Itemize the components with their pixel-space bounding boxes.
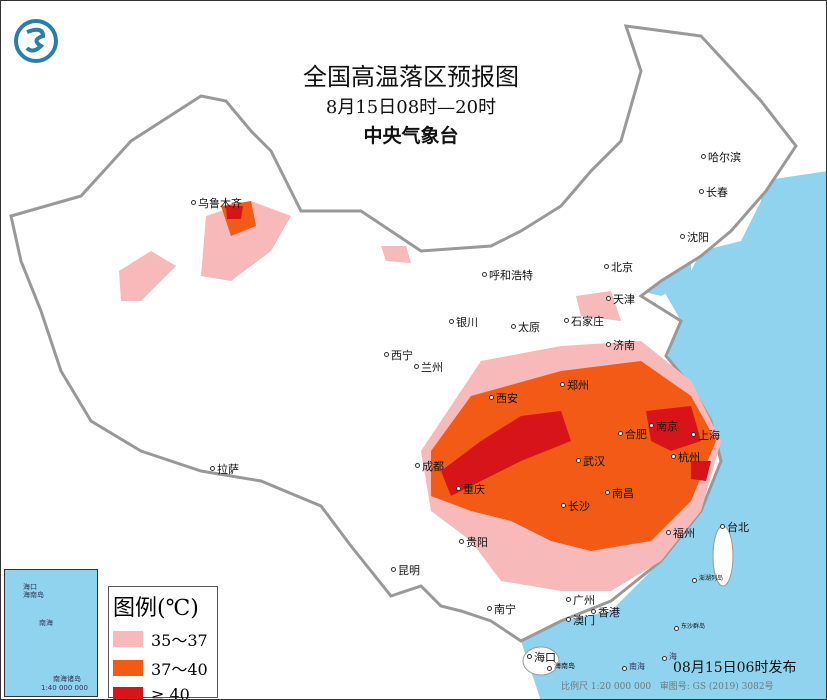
city-label: 长沙: [561, 500, 590, 513]
city-label: 太原: [511, 321, 540, 334]
city-label: 哈尔滨: [701, 151, 741, 164]
city-label: 成都: [415, 460, 444, 473]
city-label: 北京: [604, 261, 633, 274]
inset-scale: 1:40 000 000: [41, 684, 88, 692]
city-label: 南昌: [605, 487, 634, 500]
city-label: 海口: [527, 651, 556, 664]
legend-item-37-40: 37～40: [113, 656, 217, 680]
issued-time: 08月15日06时发布: [673, 660, 797, 676]
south-china-sea-inset: 南海 海口 海南岛 南海诸岛 1:40 000 000: [4, 569, 98, 697]
city-label: 西宁: [384, 349, 413, 362]
inset-islands: 南海诸岛: [53, 675, 81, 683]
city-label: 福州: [666, 527, 695, 540]
city-label: 沈阳: [680, 231, 709, 244]
city-label: 兰州: [414, 361, 443, 374]
cma-logo-icon: [14, 19, 58, 63]
sea-label-south-2: 海: [662, 652, 677, 661]
city-label: 重庆: [456, 483, 485, 496]
city-label: 香港: [591, 606, 620, 619]
city-label: 银川: [449, 316, 478, 329]
city-label: 乌鲁木齐: [191, 197, 242, 210]
agency-name: 中央气象台: [363, 125, 459, 147]
city-label: 南宁: [487, 603, 516, 616]
map-title: 全国高温落区预报图: [303, 63, 519, 91]
sea-label-dongsha: 东沙群岛: [673, 623, 706, 631]
city-label: 郑州: [560, 379, 589, 392]
sea-label-south: 南海: [622, 662, 645, 671]
city-label: 上海: [691, 429, 720, 442]
city-label: 广州: [566, 594, 595, 607]
sea-label-penghu: 澎湖列岛: [691, 575, 724, 583]
legend-title: 图例(℃): [113, 596, 199, 621]
inset-haikou: 海口: [23, 583, 37, 591]
legend-item-35-37: 35～37: [113, 627, 217, 651]
city-label: 武汉: [576, 455, 605, 468]
scale-info: 比例尺 1:20 000 000 审图号: GS (2019) 3082号: [561, 682, 774, 692]
city-label: 呼和浩特: [482, 269, 533, 282]
city-label: 昆明: [391, 564, 420, 577]
city-label: 贵阳: [459, 536, 488, 549]
city-label: 台北: [720, 521, 749, 534]
city-label: 西安: [489, 392, 518, 405]
city-label: 澳门: [566, 614, 595, 627]
city-label: 长春: [699, 186, 728, 199]
forecast-period: 8月15日08时—20时: [325, 97, 497, 118]
city-label: 南京: [649, 420, 678, 433]
city-label: 天津: [606, 293, 635, 306]
inset-hainan: 海南岛: [23, 591, 44, 599]
city-label: 济南: [606, 339, 635, 352]
city-label: 合肥: [618, 428, 647, 441]
city-label: 拉萨: [210, 463, 239, 476]
sea-label-hainan: 海南岛: [547, 662, 575, 671]
city-label: 杭州: [671, 451, 700, 464]
legend-item-above-40: ≥ 40: [113, 685, 217, 699]
heat-zone-above-40: [226, 206, 711, 496]
legend: 图例(℃) 35～37 37～40 ≥ 40: [108, 586, 218, 699]
inset-sea-label: 南海: [39, 619, 53, 627]
city-label: 石家庄: [564, 315, 604, 328]
